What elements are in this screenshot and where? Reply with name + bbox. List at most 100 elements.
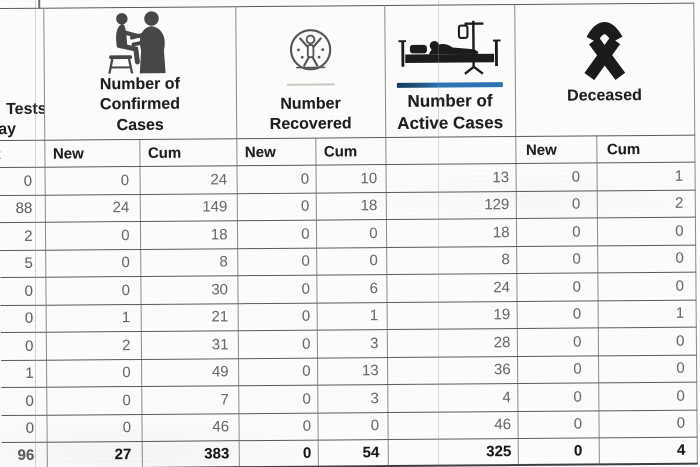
cell-confirmed_new: 0 — [44, 166, 140, 195]
cell-active_cases: 8 — [386, 246, 517, 275]
cell-recovered_cum: 10 — [315, 164, 386, 193]
tests-header-label-clipped: ay — [0, 120, 17, 139]
cell-deceased_cum: 2 — [596, 189, 695, 218]
subheader-tests: t — [0, 140, 45, 168]
cell-tests: 0 — [0, 167, 45, 196]
cell-confirmed_cum: 18 — [139, 220, 238, 249]
cell-confirmed_new: 0 — [44, 221, 141, 250]
cell-confirmed_new: 0 — [45, 276, 141, 305]
subheader-active-empty — [385, 136, 516, 165]
cell-tests: 0 — [0, 304, 46, 333]
cell-active_cases: 24 — [386, 273, 517, 303]
cell-confirmed_cum: 24 — [139, 165, 237, 194]
mourning-ribbon-icon — [583, 22, 625, 81]
cell-tests: 88 — [0, 194, 45, 223]
cell-recovered_cum: 54 — [317, 439, 388, 467]
cell-tests: 0 — [0, 332, 47, 361]
cell-recovered_cum: 6 — [316, 274, 387, 303]
cell-confirmed_new: 2 — [45, 331, 142, 360]
cell-deceased_new: 0 — [517, 410, 599, 439]
subheader-deceased-new: New — [515, 135, 597, 164]
cell-recovered_new: 0 — [237, 275, 317, 304]
cell-confirmed_new: 27 — [46, 441, 142, 467]
cell-tests: 0 — [0, 277, 46, 306]
header-title-row: Tests ay — [0, 3, 695, 141]
subheader-confirmed-new: New — [44, 139, 140, 168]
cell-recovered_new: 0 — [238, 412, 318, 441]
cell-confirmed_new: 24 — [44, 193, 140, 223]
cell-active_cases: 325 — [387, 438, 518, 467]
cell-confirmed_cum: 149 — [139, 193, 237, 222]
cell-recovered_new: 0 — [236, 165, 316, 194]
cell-deceased_new: 0 — [516, 327, 599, 357]
cell-active_cases: 28 — [386, 328, 518, 358]
cell-border-fragment — [38, 0, 41, 9]
cell-confirmed_cum: 21 — [140, 303, 238, 332]
cell-recovered_cum: 0 — [317, 412, 388, 441]
cell-recovered_new: 0 — [236, 220, 317, 249]
tests-header-label: Tests — [5, 100, 45, 119]
cell-recovered_new: 0 — [237, 330, 318, 359]
cell-deceased_cum: 1 — [596, 162, 695, 191]
cell-deceased_cum: 0 — [597, 244, 696, 273]
totals-row: 96 27 383 0 54 325 0 4 — [1, 437, 697, 467]
cell-active_cases: 13 — [385, 163, 516, 193]
recovered-header-title: Number Recovered — [269, 95, 352, 134]
cell-recovered_new: 0 — [238, 385, 318, 414]
cell-tests: 96 — [1, 442, 47, 467]
cell-active_cases: 18 — [385, 218, 517, 248]
cell-deceased_new: 0 — [515, 162, 597, 192]
cell-active_cases: 129 — [385, 191, 516, 220]
cell-recovered_new: 0 — [237, 247, 317, 276]
cell-deceased_cum: 0 — [597, 327, 697, 356]
cell-recovered_new: 0 — [238, 440, 318, 467]
cell-active_cases: 19 — [386, 301, 517, 330]
cell-deceased_new: 0 — [516, 245, 598, 274]
subheader-confirmed-cum: Cum — [139, 138, 237, 167]
cell-active_cases: 46 — [387, 411, 518, 440]
confirmed-column-header: Number of Confirmed Cases — [43, 6, 237, 141]
cell-confirmed_new: 0 — [46, 413, 142, 443]
cell-tests: 1 — [1, 359, 47, 388]
cell-recovered_cum: 1 — [316, 302, 387, 331]
cell-deceased_cum: 4 — [598, 437, 697, 465]
cell-confirmed_new: 0 — [46, 358, 142, 388]
hospital-bed-icon — [398, 20, 501, 75]
cell-confirmed_new: 0 — [46, 386, 142, 415]
cell-confirmed_cum: 8 — [140, 248, 238, 277]
blue-underline — [396, 82, 503, 88]
cell-tests: 5 — [0, 249, 46, 278]
cell-deceased_cum: 0 — [597, 272, 696, 301]
cell-tests: 2 — [0, 222, 46, 251]
active-header-title: Number of Active Cases — [397, 91, 504, 133]
cell-confirmed_cum: 46 — [141, 413, 239, 442]
cell-tests: 0 — [1, 414, 47, 443]
recovered-person-icon — [289, 29, 331, 71]
icon-caption-smudge — [286, 83, 335, 86]
tests-column-header: Tests ay — [0, 8, 45, 141]
cell-confirmed_new: 1 — [45, 303, 141, 333]
cell-recovered_cum: 3 — [317, 384, 388, 413]
cell-confirmed_cum: 383 — [141, 440, 239, 467]
cell-active_cases: 4 — [387, 383, 518, 413]
cell-deceased_new: 0 — [515, 217, 598, 247]
cell-deceased_new: 0 — [517, 437, 599, 466]
cell-deceased_cum: 0 — [596, 217, 696, 246]
cell-deceased_cum: 1 — [597, 299, 696, 328]
cell-deceased_new: 0 — [516, 300, 598, 329]
cell-deceased_new: 0 — [515, 190, 597, 219]
table-body: 0 0 24 0 10 13 0 1 88 24 149 0 18 129 0 2 2 0 18 0 0 18 0 0 5 0 8 0… — [0, 162, 697, 443]
cell-confirmed_cum: 31 — [140, 330, 239, 359]
recovered-column-header: Number Recovered — [235, 5, 386, 139]
cell-recovered_cum: 0 — [316, 247, 387, 276]
cell-recovered_cum: 0 — [315, 219, 387, 248]
deceased-column-header: Deceased — [514, 3, 695, 137]
cell-recovered_cum: 13 — [317, 357, 388, 386]
subheader-deceased-cum: Cum — [596, 135, 695, 163]
cell-recovered_cum: 18 — [315, 192, 386, 221]
doctor-examining-patient-icon — [108, 11, 166, 74]
active-column-header: Number of Active Cases — [384, 4, 516, 138]
cell-recovered_new: 0 — [237, 302, 317, 331]
